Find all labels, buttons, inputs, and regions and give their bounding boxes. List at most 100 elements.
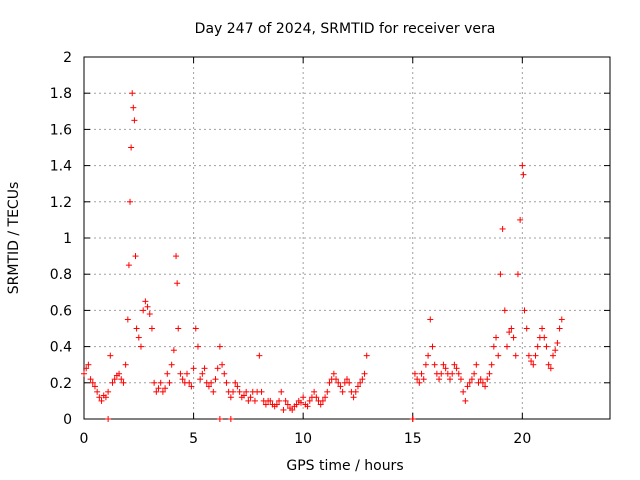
data-point	[127, 198, 134, 205]
data-point	[466, 379, 473, 386]
data-point	[98, 397, 105, 404]
data-point	[107, 352, 114, 359]
data-point	[486, 370, 493, 377]
data-point	[284, 401, 291, 408]
data-point	[414, 376, 421, 383]
data-point	[552, 347, 559, 354]
data-point	[214, 365, 221, 372]
data-point	[300, 394, 307, 401]
data-point	[506, 329, 513, 336]
data-point	[508, 325, 515, 332]
data-point	[425, 352, 432, 359]
data-point	[411, 370, 418, 377]
x-tick-label: 15	[404, 431, 422, 447]
data-point	[105, 388, 112, 395]
data-point	[190, 365, 197, 372]
data-point	[477, 376, 484, 383]
data-point	[429, 343, 436, 350]
data-point	[495, 352, 502, 359]
data-point	[177, 370, 184, 377]
data-point	[556, 325, 563, 332]
data-point	[322, 394, 329, 401]
data-point	[208, 379, 215, 386]
data-point	[159, 388, 166, 395]
x-tick-label: 5	[189, 431, 198, 447]
data-point	[541, 334, 548, 341]
data-point	[289, 406, 296, 413]
data-point	[188, 383, 195, 390]
data-point	[324, 388, 331, 395]
data-point	[534, 343, 541, 350]
data-point	[197, 376, 204, 383]
x-tick-label: 10	[294, 431, 312, 447]
data-point	[521, 307, 528, 314]
data-point	[186, 379, 193, 386]
data-point	[462, 397, 469, 404]
data-point	[219, 361, 226, 368]
data-point	[170, 347, 177, 354]
data-point	[122, 361, 129, 368]
data-point	[363, 352, 370, 359]
data-point	[168, 361, 175, 368]
data-point	[109, 379, 116, 386]
y-tick-label: 1.4	[50, 159, 72, 175]
data-point	[326, 379, 333, 386]
y-tick-label: 1.2	[50, 195, 72, 211]
data-point	[124, 316, 131, 323]
data-point	[344, 376, 350, 383]
data-point	[545, 361, 552, 368]
data-point	[352, 388, 359, 395]
data-point	[455, 370, 462, 377]
data-point	[125, 262, 132, 269]
data-points	[81, 90, 565, 422]
data-point	[449, 370, 456, 377]
y-tick-label: 0.2	[50, 376, 72, 392]
data-point	[330, 370, 337, 377]
data-point	[227, 416, 234, 422]
x-axis-label: GPS time / hours	[286, 458, 403, 474]
data-point	[523, 325, 530, 332]
data-point	[120, 379, 127, 386]
data-point	[234, 383, 241, 390]
data-point	[282, 397, 289, 404]
y-tick-label: 1	[63, 231, 72, 247]
data-point	[230, 388, 237, 395]
data-point	[267, 397, 274, 404]
x-tick-labels: 0 5 10 15 20	[80, 431, 532, 447]
data-point	[96, 394, 103, 401]
data-point	[306, 397, 313, 404]
data-point	[484, 376, 491, 383]
data-point	[436, 376, 443, 383]
data-point	[532, 352, 539, 359]
data-point	[464, 383, 471, 390]
data-point	[447, 376, 454, 383]
data-point	[192, 325, 199, 332]
data-point	[111, 376, 118, 383]
data-point	[422, 361, 429, 368]
data-point	[427, 316, 434, 323]
data-point	[350, 394, 357, 401]
data-point	[251, 397, 258, 404]
y-tick-label: 0	[63, 412, 72, 428]
data-point	[550, 352, 557, 359]
data-point	[81, 370, 87, 377]
data-point	[460, 388, 467, 395]
data-point	[273, 401, 280, 408]
data-point	[440, 361, 447, 368]
data-point	[162, 385, 169, 392]
data-point	[479, 379, 486, 386]
data-point	[157, 379, 164, 386]
data-point	[210, 388, 217, 395]
chart-title: Day 247 of 2024, SRMTID for receiver ver…	[195, 21, 496, 37]
data-point	[174, 280, 181, 287]
data-point	[236, 388, 243, 395]
data-point	[91, 383, 98, 390]
data-point	[245, 397, 252, 404]
y-tick-label: 0.8	[50, 267, 72, 283]
data-point	[438, 370, 445, 377]
data-point	[499, 225, 506, 232]
data-point	[311, 388, 318, 395]
data-point	[276, 397, 283, 404]
data-point	[175, 325, 182, 332]
